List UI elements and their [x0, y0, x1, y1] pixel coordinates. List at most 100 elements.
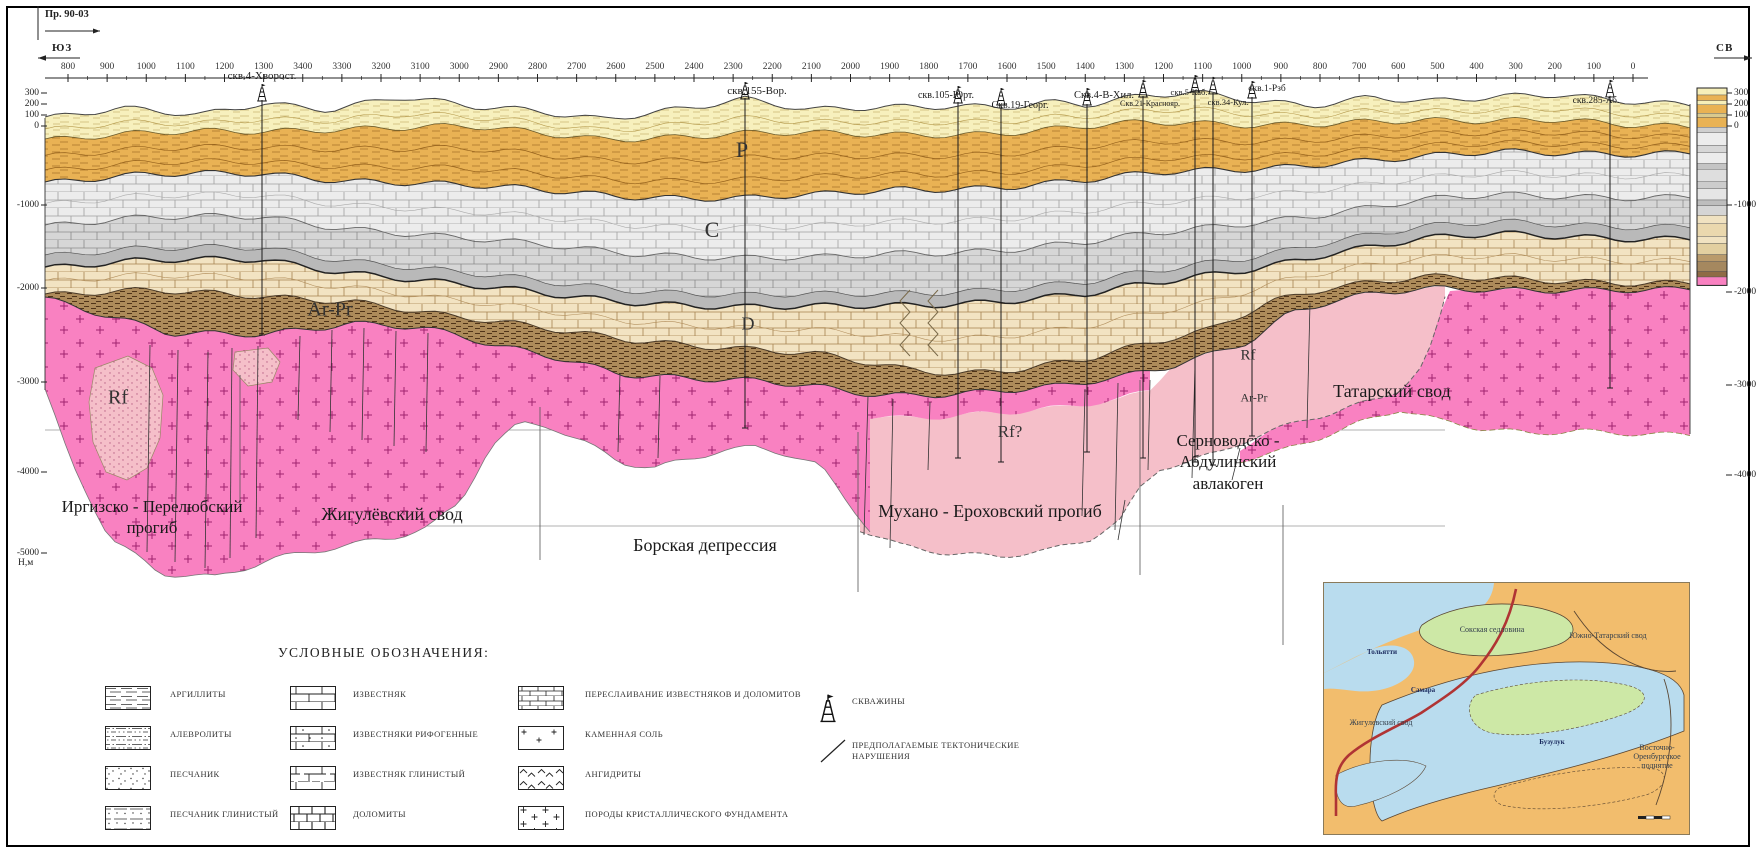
- southwest-arrow-icon: [38, 55, 46, 61]
- elevation-tick-right: -1000: [1734, 200, 1756, 210]
- legend-swatch-anhydrite: [518, 766, 564, 795]
- elevation-tick-right: -3000: [1734, 380, 1756, 390]
- legend-swatch-well: [818, 693, 838, 728]
- legend-item-label: ПРЕДПОЛАГАЕМЫЕ ТЕКТОНИЧЕСКИЕ НАРУШЕНИЯ: [852, 740, 1020, 762]
- inset-map: Сокская седловина Южно-Татарский свод Толь…: [1323, 582, 1690, 835]
- legend-item-label: ИЗВЕСТНЯКИ РИФОГЕННЫЕ: [353, 729, 479, 739]
- legend-item-label: ПОРОДЫ КРИСТАЛЛИЧЕСКОГО ФУНДАМЕНТА: [585, 809, 789, 819]
- profile-id-label: Пр. 90-03: [45, 9, 89, 20]
- ruler-tick-label: 1000: [1232, 62, 1252, 72]
- ruler-tick-label: 1500: [1036, 62, 1056, 72]
- stratum-label: Ar-Pr: [1240, 390, 1268, 405]
- ruler-tick-label: 400: [1469, 62, 1484, 72]
- ruler-tick-label: 1900: [880, 62, 900, 72]
- structure-zone-label: Серноводско - Абдулинский авлакоген: [1176, 431, 1280, 493]
- direction-left-label: ЮЗ: [52, 42, 73, 54]
- ruler-tick-label: 3000: [449, 62, 469, 72]
- legend-item-label: ПЕСЧАНИК ГЛИНИСТЫЙ: [170, 809, 279, 819]
- stratum-label: Rf: [108, 386, 128, 409]
- fault-line: [1117, 499, 1126, 541]
- ruler-tick-label: 200: [1547, 62, 1562, 72]
- direction-right-label: СВ: [1716, 42, 1734, 54]
- legend-item-label: АРГИЛЛИТЫ: [170, 689, 226, 699]
- elevation-tick-left: -5000: [16, 548, 39, 558]
- ruler-tick-label: 700: [1352, 62, 1367, 72]
- structure-zone-label: Жигулёвский свод: [321, 504, 463, 524]
- fault-line: [174, 349, 179, 563]
- fault-line: [425, 332, 429, 453]
- map-label-city: Бузулук: [1539, 738, 1565, 746]
- ruler-tick-label: 100: [1586, 62, 1601, 72]
- structure-zone-label: Борская депрессия: [633, 535, 777, 555]
- well-label: Скв.4-В-Хил.: [1073, 90, 1135, 101]
- legend-item-label: АЛЕВРОЛИТЫ: [170, 729, 232, 739]
- ruler-tick-label: 1100: [1193, 62, 1212, 72]
- fault-line-icon: [820, 739, 846, 763]
- ruler-tick-label: 600: [1391, 62, 1406, 72]
- derrick-icon: [1207, 76, 1219, 95]
- well-label: скв.155-Вор.: [727, 85, 787, 97]
- well-label: скв.4-Хворост.: [227, 70, 297, 82]
- fault-line: [657, 375, 661, 459]
- ruler-tick-label: 1700: [958, 62, 978, 72]
- legend-swatch-interbedded: [518, 686, 564, 715]
- map-label-region: Восточно-Оренбургское поднятие: [1633, 743, 1681, 771]
- ruler-tick-label: 2700: [567, 62, 587, 72]
- ruler-tick-label: 1800: [919, 62, 939, 72]
- elevation-tick-left: -2000: [16, 283, 39, 293]
- ruler-tick-label: 2900: [488, 62, 508, 72]
- legend-swatch-dolomite: [290, 806, 336, 835]
- fault-line: [297, 335, 301, 421]
- stratum-label: Rf: [1240, 347, 1256, 364]
- ruler-tick-label: 3400: [293, 62, 313, 72]
- ruler-tick-label: 1400: [1075, 62, 1095, 72]
- fault-line: [1306, 302, 1311, 429]
- elevation-tick-right: -4000: [1734, 470, 1756, 480]
- legend-item-label: ПЕСЧАНИК: [170, 769, 220, 779]
- legend-swatch-fault: [818, 737, 848, 770]
- stratum-label: Ar-Pr: [307, 298, 353, 321]
- fault-line: [204, 351, 209, 569]
- ruler-tick-label: 800: [1312, 62, 1328, 72]
- fault-line: [1147, 379, 1151, 471]
- ruler-tick-label: 2300: [723, 62, 743, 72]
- derrick-icon: [819, 693, 837, 723]
- legend-swatch-limestone-clayey: [290, 766, 336, 795]
- fault-line: [146, 344, 151, 553]
- fault-line: [393, 330, 397, 447]
- ruler-tick-label: 900: [100, 62, 115, 72]
- elevation-unit-label: Н,м: [18, 558, 34, 568]
- ruler-tick-label: 300: [1508, 62, 1523, 72]
- ruler-tick-label: 2200: [762, 62, 782, 72]
- legend-item-label: ДОЛОМИТЫ: [353, 809, 406, 819]
- elevation-tick-right: 100: [1734, 110, 1749, 120]
- map-label-region: Сокская седловина: [1459, 625, 1525, 634]
- map-label-region: Жигулевский свод: [1349, 718, 1413, 727]
- ruler-tick-label: 500: [1430, 62, 1445, 72]
- well-label: скв.285-Аб.: [1572, 96, 1620, 106]
- fault-line: [927, 401, 931, 471]
- elevation-tick-left: -4000: [16, 467, 39, 477]
- ruler-tick-label: 2100: [801, 62, 821, 72]
- stratum-label: P: [735, 137, 749, 162]
- legend-item-label: ПЕРЕСЛАИВАНИЕ ИЗВЕСТНЯКОВ И ДОЛОМИТОВ: [585, 689, 801, 699]
- legend-swatch-sandstone: [105, 766, 151, 795]
- fault-line: [1114, 382, 1119, 531]
- elevation-tick-left: 0: [34, 121, 39, 131]
- well-label: скв.5-Каб.: [1170, 87, 1208, 97]
- fault-line: [255, 345, 259, 539]
- stratum-label: D: [741, 313, 755, 334]
- ruler-tick-label: 3200: [371, 62, 391, 72]
- ruler-tick-label: 1300: [254, 62, 274, 72]
- fault-line: [329, 329, 333, 433]
- legend-item-label: КАМЕННАЯ СОЛЬ: [585, 729, 663, 739]
- legend-item-label: АНГИДРИТЫ: [585, 769, 642, 779]
- stratum-label: Rf?: [997, 422, 1023, 441]
- elevation-tick-left: 300: [24, 88, 39, 98]
- elevation-tick-right: 0: [1734, 121, 1739, 131]
- profile-trace-line: [1334, 588, 1518, 816]
- legend-swatch-sandstone-clayey: [105, 806, 151, 835]
- fault-line: [863, 395, 869, 536]
- ruler-tick-label: 1100: [176, 62, 195, 72]
